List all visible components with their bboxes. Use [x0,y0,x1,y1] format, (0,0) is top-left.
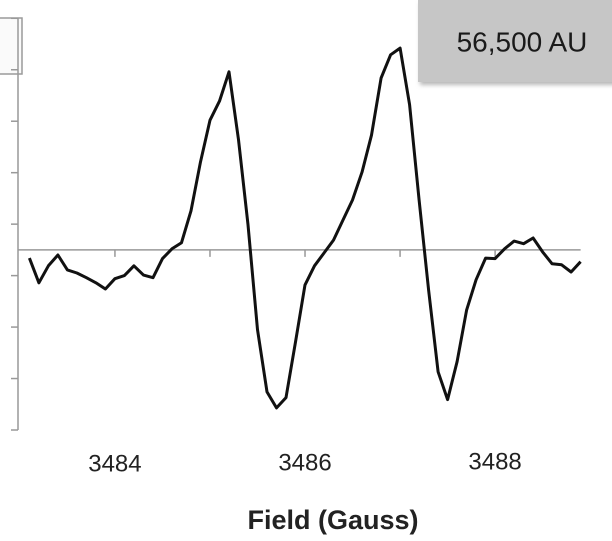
x-tick-label: 3486 [278,449,331,476]
annotation: 56,500 AU [457,26,588,57]
x-axis-title: Field (Gauss) [247,505,418,535]
cut-off-box [0,17,23,75]
plot-area: 3484 3486 3488 [11,17,582,477]
annotation-box [418,0,612,82]
x-tick-label: 3488 [468,448,521,475]
spectrum-line [27,46,582,410]
x-tick-label: 3484 [88,450,141,477]
